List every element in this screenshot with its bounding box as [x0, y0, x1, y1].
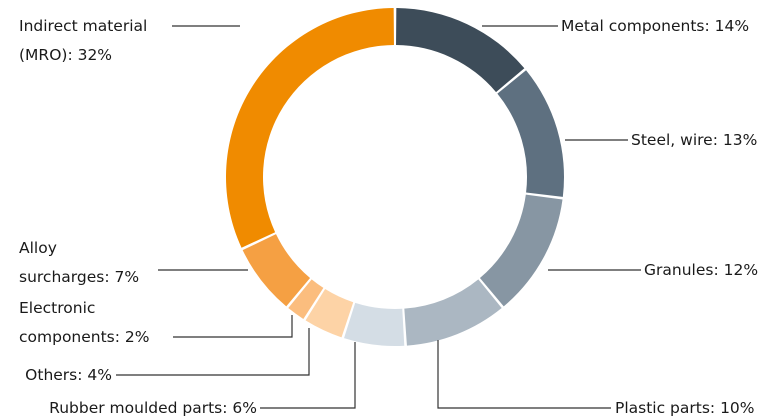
- leader-line-rubber-moulded-parts: [260, 342, 356, 409]
- slice-plastic-parts: [404, 279, 502, 346]
- slice-steel-wire: [497, 70, 564, 197]
- slice-electronic-components: [288, 279, 324, 319]
- label-indirect-material-mro-line-2: (MRO): 32%: [19, 46, 112, 64]
- slice-alloy-surcharges: [242, 234, 311, 307]
- leader-line-plastic-parts: [437, 340, 611, 409]
- slice-granules: [479, 194, 563, 307]
- donut-slices: [226, 8, 564, 346]
- leader-lines: [116, 25, 641, 409]
- leader-line-electronic-components: [173, 315, 293, 338]
- label-indirect-material-mro-line-1: Indirect material: [19, 17, 147, 35]
- label-granules: Granules: 12%: [644, 261, 758, 279]
- slice-labels: Metal components: 14% Steel, wire: 13% Gra…: [19, 17, 758, 417]
- leader-line-others: [116, 328, 310, 376]
- label-metal-components: Metal components: 14%: [561, 17, 749, 35]
- slice-metal-components: [396, 8, 525, 93]
- label-electronic-components-line-2: components: 2%: [19, 328, 150, 346]
- label-alloy-surcharges-line-1: Alloy: [19, 239, 57, 257]
- slice-indirect-material-mro: [226, 8, 394, 248]
- label-electronic-components-line-1: Electronic: [19, 299, 95, 317]
- label-others: Others: 4%: [25, 366, 112, 384]
- label-steel-wire: Steel, wire: 13%: [631, 131, 757, 149]
- slice-rubber-moulded-parts: [344, 302, 405, 346]
- label-plastic-parts: Plastic parts: 10%: [615, 399, 755, 417]
- label-rubber-moulded-parts: Rubber moulded parts: 6%: [49, 399, 257, 417]
- slice-others: [305, 289, 354, 338]
- label-alloy-surcharges-line-2: surcharges: 7%: [19, 268, 139, 286]
